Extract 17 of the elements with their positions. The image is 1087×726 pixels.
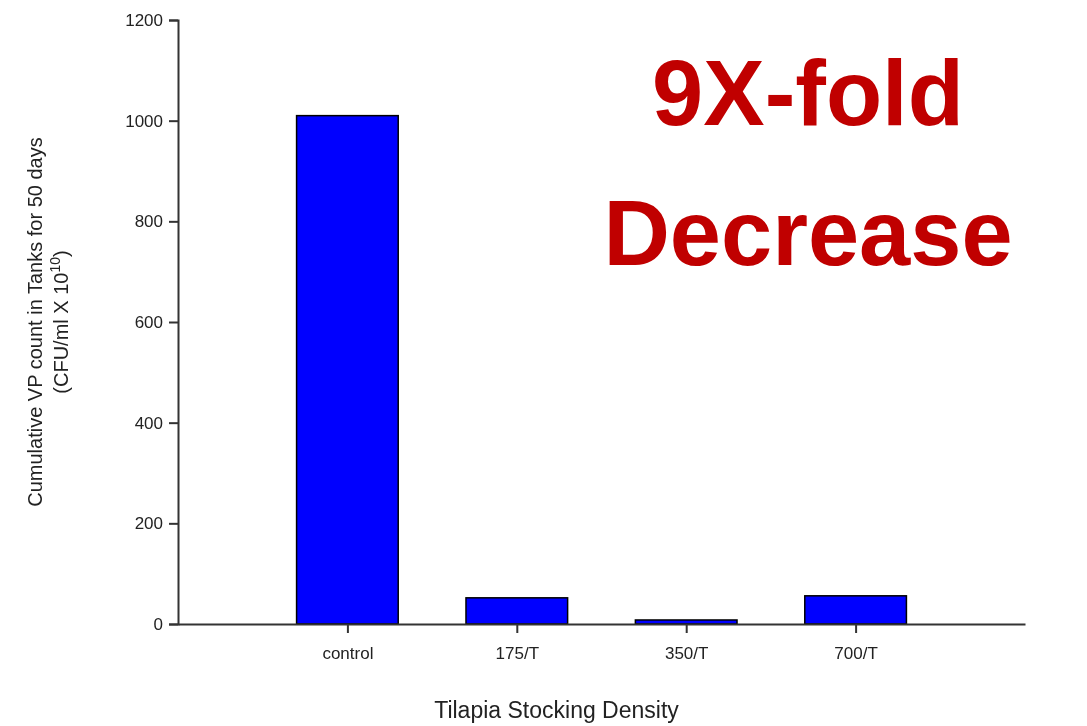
x-tick-label: 175/T [495, 644, 540, 664]
y-tick-label: 0 [153, 614, 163, 634]
y-tick-label: 600 [134, 312, 163, 332]
bar [295, 114, 399, 625]
y-tick-label: 200 [134, 514, 163, 534]
y-tick-label: 400 [134, 413, 163, 433]
bar [465, 597, 569, 625]
bar [804, 595, 908, 625]
x-tick-label: 700/T [834, 644, 878, 664]
annotation: 9X-fold Decrease [603, 42, 1013, 284]
y-tick-label: 1000 [125, 111, 163, 131]
x-tick-label: 350/T [664, 644, 709, 664]
x-axis-title: Tilapia Stocking Density [434, 697, 680, 723]
bar [634, 619, 738, 625]
y-tick-label: 1200 [125, 10, 163, 30]
y-tick-label: 800 [134, 212, 163, 232]
x-tick-label: control [322, 644, 374, 664]
